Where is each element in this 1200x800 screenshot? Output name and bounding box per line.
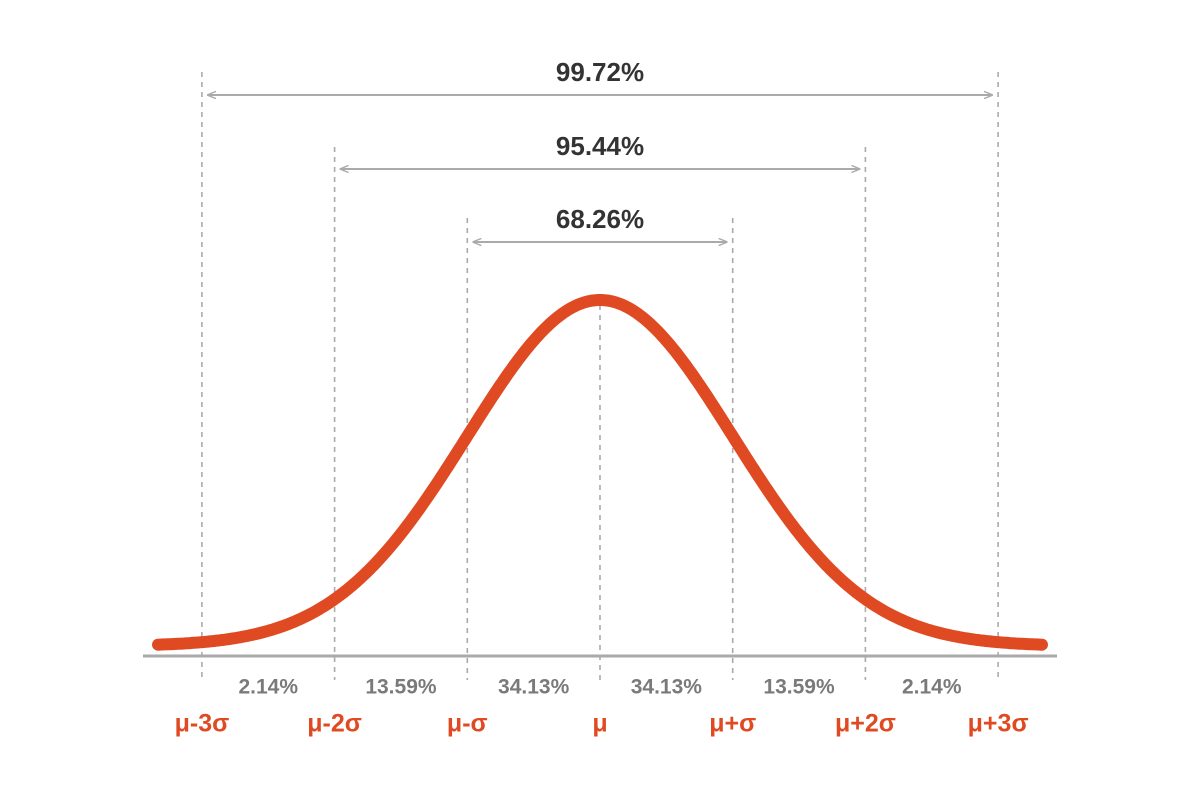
marker-label: μ-σ (447, 710, 488, 738)
marker-label: μ+3σ (968, 710, 1029, 738)
segment-label: 2.14% (238, 676, 298, 699)
marker-label: μ+2σ (835, 710, 896, 738)
marker-label: μ (592, 710, 607, 738)
segment-label: 34.13% (631, 676, 703, 699)
marker-label: μ-2σ (307, 710, 362, 738)
segment-label: 13.59% (763, 676, 835, 699)
marker-label: μ-3σ (175, 710, 230, 738)
segment-label: 13.59% (365, 676, 437, 699)
span-label: 68.26% (556, 204, 644, 234)
bell-curve (152, 294, 1048, 651)
segment-label: 34.13% (498, 676, 570, 699)
marker-label: μ+σ (709, 710, 756, 738)
span-label: 95.44% (556, 131, 644, 161)
segment-label: 2.14% (902, 676, 962, 699)
span-label: 99.72% (556, 57, 644, 87)
